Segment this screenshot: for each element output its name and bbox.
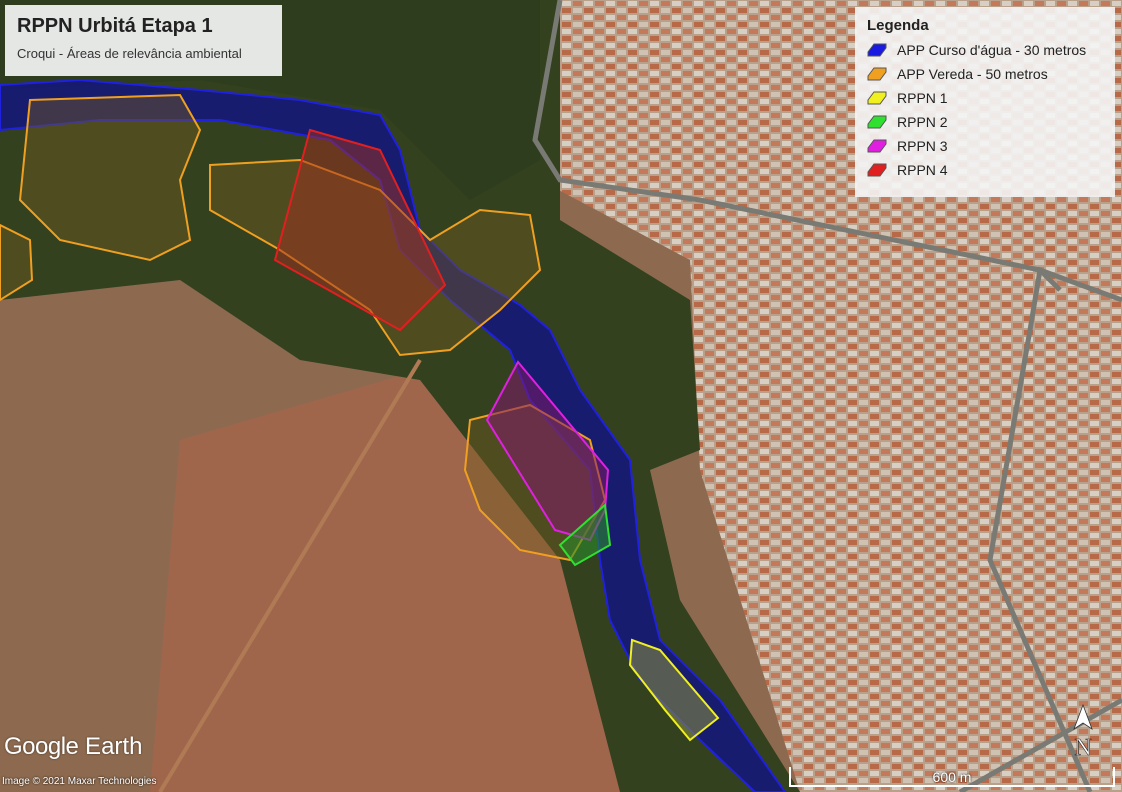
legend-item: APP Vereda - 50 metros [867,62,1103,86]
legend-item: RPPN 4 [867,158,1103,182]
legend-label: RPPN 1 [897,90,948,106]
legend-label: RPPN 3 [897,138,948,154]
legend-swatch-icon [867,139,887,153]
road [532,0,1122,792]
google-earth-logo: Google Earth [4,733,143,760]
legend-item: RPPN 1 [867,86,1103,110]
imagery-credit: Image © 2021 Maxar Technologies [2,776,157,787]
legend-label: APP Vereda - 50 metros [897,66,1048,82]
page-title: RPPN Urbitá Etapa 1 [17,15,213,37]
rppn-1-polygon[interactable] [628,638,720,742]
page-subtitle: Croqui - Áreas de relevância ambiental [17,46,242,61]
scale-bar-label: 600 m [932,769,972,785]
dirt-track [158,358,422,792]
legend-swatch-icon [867,67,887,81]
north-label: N [1074,735,1091,761]
north-arrow-icon: N [1073,703,1093,761]
legend-item: APP Curso d'água - 30 metros [867,38,1103,62]
legend-item: RPPN 2 [867,110,1103,134]
legend-swatch-icon [867,91,887,105]
legend-label: RPPN 2 [897,114,948,130]
legend-swatch-icon [867,115,887,129]
scale-bar: 600 m [789,767,1115,787]
legend-label: APP Curso d'água - 30 metros [897,42,1087,58]
legend-title: Legenda [867,17,929,34]
legend-label: RPPN 4 [897,162,948,178]
rppn-2-polygon[interactable] [558,502,612,567]
terrain-red-soil [150,370,620,792]
rppn-4-polygon[interactable] [273,128,447,332]
legend-swatch-icon [867,163,887,177]
legend: Legenda APP Curso d'água - 30 metros APP … [855,7,1115,197]
title-box: RPPN Urbitá Etapa 1 Croqui - Áreas de re… [5,5,282,76]
legend-item: RPPN 3 [867,134,1103,158]
legend-swatch-icon [867,43,887,57]
forest-band [0,0,800,792]
